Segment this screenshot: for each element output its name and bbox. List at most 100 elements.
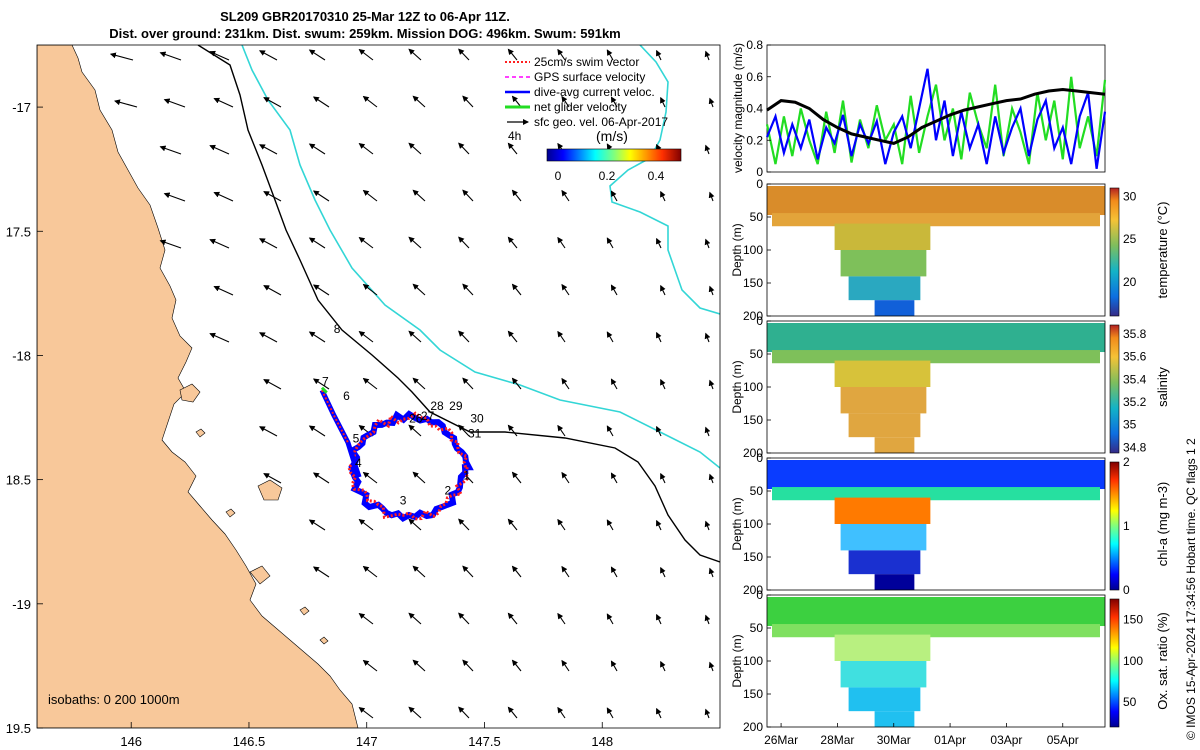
velocity-line [765,68,1107,169]
geo-velocity-arrow [557,424,566,437]
geo-velocity-arrow [660,190,666,202]
geo-velocity-arrow [507,518,518,531]
day-label: 3 [400,493,407,507]
geo-velocity-arrow [462,189,474,202]
depth-tick: 100 [743,654,763,668]
depth-tick: 200 [743,446,763,460]
geo-velocity-arrow [209,50,230,61]
geo-velocity-arrow [507,236,518,249]
geo-velocity-arrow [408,142,422,155]
colorbar-tick: 20 [1123,275,1137,289]
colorbar-tick: 35.6 [1123,350,1147,364]
day-label: 7 [322,374,329,388]
geo-velocity-arrow [610,378,618,390]
map-x-tick: 148 [591,734,613,749]
depth-tick: 50 [750,347,764,361]
geo-velocity-arrow [507,48,518,61]
date-tick: 01Apr [934,733,966,747]
legend-item-swim-vector: 25cm/s swim vector [505,55,639,69]
geo-velocity-arrow [308,143,326,155]
geo-velocity-arrow [362,659,378,672]
geo-velocity-arrow [507,142,518,155]
map-legend: 25cm/s swim vector GPS surface velocity … [505,55,682,183]
geo-velocity-arrow [561,471,570,484]
depth-tick: 50 [750,621,764,635]
geo-velocity-arrow [159,51,182,61]
geo-velocity-arrow [656,237,662,249]
geo-velocity-arrow [263,97,282,108]
depth-tick: 150 [743,276,763,290]
colorbar-tick: 2 [1123,455,1130,469]
depth-ylabel: Depth (m) [730,223,744,276]
geo-velocity-arrow [606,613,614,625]
day-label: 27 [421,409,435,423]
velocity-y-tick: 0 [756,165,763,179]
depth-tick: 0 [756,588,763,602]
geo-velocity-arrow [259,144,278,155]
geo-velocity-arrow [610,472,618,484]
geo-velocity-arrow [606,519,614,531]
geo-velocity-arrow [308,425,326,437]
geo-velocity-arrow [656,707,662,719]
depth-ylabel: Depth (m) [730,360,744,413]
geo-velocity-arrow [263,191,282,202]
geo-velocity-arrow [704,238,711,249]
depth-tick: 50 [750,484,764,498]
colorbar-tick: 34.8 [1123,440,1147,454]
geo-velocity-arrow [263,285,282,296]
geo-velocity-arrow [462,565,474,578]
geo-velocity-arrow [511,565,522,578]
legend-label-swim-vector: 25cm/s swim vector [534,55,639,69]
velocity-line [765,76,1107,165]
geo-velocity-arrow [458,612,470,625]
colorbar-tick: 35 [1123,418,1137,432]
geo-velocity-arrow [308,331,326,343]
geo-velocity-arrow [557,518,566,531]
isobath-200m [197,45,720,563]
map-y-tick: 19.5 [6,721,31,736]
geo-velocity-arrow [312,190,330,202]
day-label: 6 [343,389,350,403]
geo-velocity-arrow [308,519,326,531]
geo-velocity-arrow [362,95,378,108]
geo-velocity-arrow [606,425,614,437]
geo-velocity-arrow [511,95,522,108]
colorbar-tick: 30 [1123,190,1137,204]
geo-velocity-arrow [358,48,374,61]
geo-velocity-arrow [606,237,614,249]
geo-velocity-arrow [458,518,470,531]
day-label: 26 [409,412,423,426]
geo-velocity-arrow [462,95,474,108]
depth-tick: 100 [743,517,763,531]
geo-velocity-arrow [213,285,234,296]
colorbar-label: temperature (°C) [1155,202,1170,299]
geo-velocity-arrow [312,284,330,296]
geo-velocity-arrow [660,96,666,108]
day-label: 4 [355,456,362,470]
map-axes [36,44,721,729]
geo-velocity-arrow [358,518,374,531]
geo-velocity-arrow [606,707,614,719]
geo-velocity-arrow [458,424,470,437]
geo-velocity-arrow [308,237,326,249]
geo-velocity-arrow [312,96,330,108]
legend-item-gps: GPS surface velocity [505,70,645,84]
colorbar-label: Ox. sat. ratio (%) [1155,612,1170,710]
geo-velocity-arrow [109,52,134,61]
date-tick: 03Apr [990,733,1022,747]
isobath-1000m [241,45,720,469]
geo-velocity-arrow [358,330,374,343]
geo-velocity-arrow [259,426,278,437]
velocity-line [766,87,1106,145]
velocity-ylabel: velocity magnitude (m/s) [731,43,745,173]
depth-tick: 100 [743,380,763,394]
date-tick: 05Apr [1047,733,1079,747]
day-label: 2 [444,484,451,498]
map-y-tick: 17.5 [6,224,31,239]
depth-tick: 50 [750,210,764,224]
velocity-y-tick: 0.6 [746,70,763,84]
geo-velocity-arrow [308,49,326,61]
geo-velocity-arrow [412,95,426,108]
day-label: 8 [334,322,341,336]
